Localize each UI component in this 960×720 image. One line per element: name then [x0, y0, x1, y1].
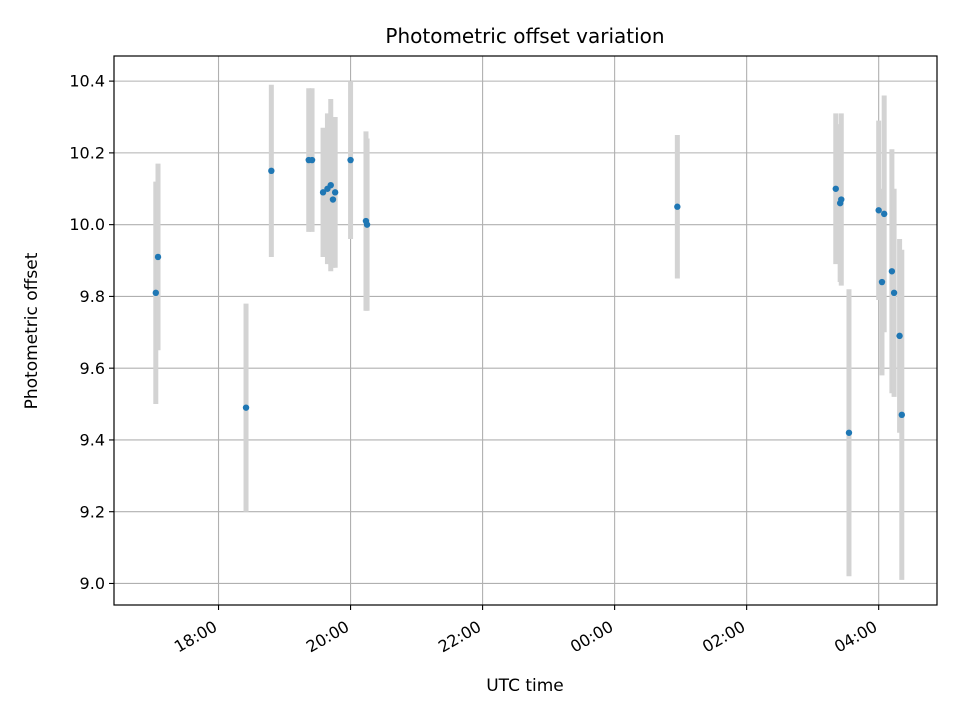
data-point	[890, 289, 898, 297]
data-point	[888, 268, 896, 275]
data-point	[898, 411, 905, 419]
y-tick-label: 10.0	[69, 215, 105, 234]
y-axis-label: Photometric offset	[22, 252, 42, 409]
data-point	[331, 189, 339, 196]
data-point	[880, 210, 888, 218]
data-point	[363, 221, 371, 228]
x-axis-label: UTC time	[486, 676, 564, 696]
data-point	[878, 278, 886, 286]
data-points	[152, 156, 905, 436]
y-tick-label: 10.2	[69, 143, 105, 162]
data-point	[152, 289, 160, 297]
data-point	[674, 203, 681, 210]
chart-title: Photometric offset variation	[385, 24, 664, 48]
y-tick-label: 9.0	[80, 574, 105, 593]
data-point	[832, 185, 839, 192]
data-point	[268, 167, 275, 175]
data-point	[327, 181, 334, 189]
y-tick-label: 9.8	[80, 287, 105, 306]
y-tick-label: 9.6	[80, 359, 105, 378]
data-point	[838, 196, 845, 203]
y-tick-label: 9.2	[80, 502, 105, 521]
data-point	[329, 196, 337, 203]
data-point	[896, 332, 903, 340]
data-point	[154, 253, 162, 261]
data-point	[845, 429, 853, 436]
y-tick-label: 9.4	[80, 431, 105, 450]
data-point	[319, 189, 327, 196]
data-point	[308, 156, 316, 164]
data-point	[875, 207, 882, 214]
data-point	[347, 156, 354, 164]
data-point	[242, 404, 250, 411]
y-tick-label: 10.4	[69, 72, 105, 91]
plot-frame	[113, 55, 938, 606]
